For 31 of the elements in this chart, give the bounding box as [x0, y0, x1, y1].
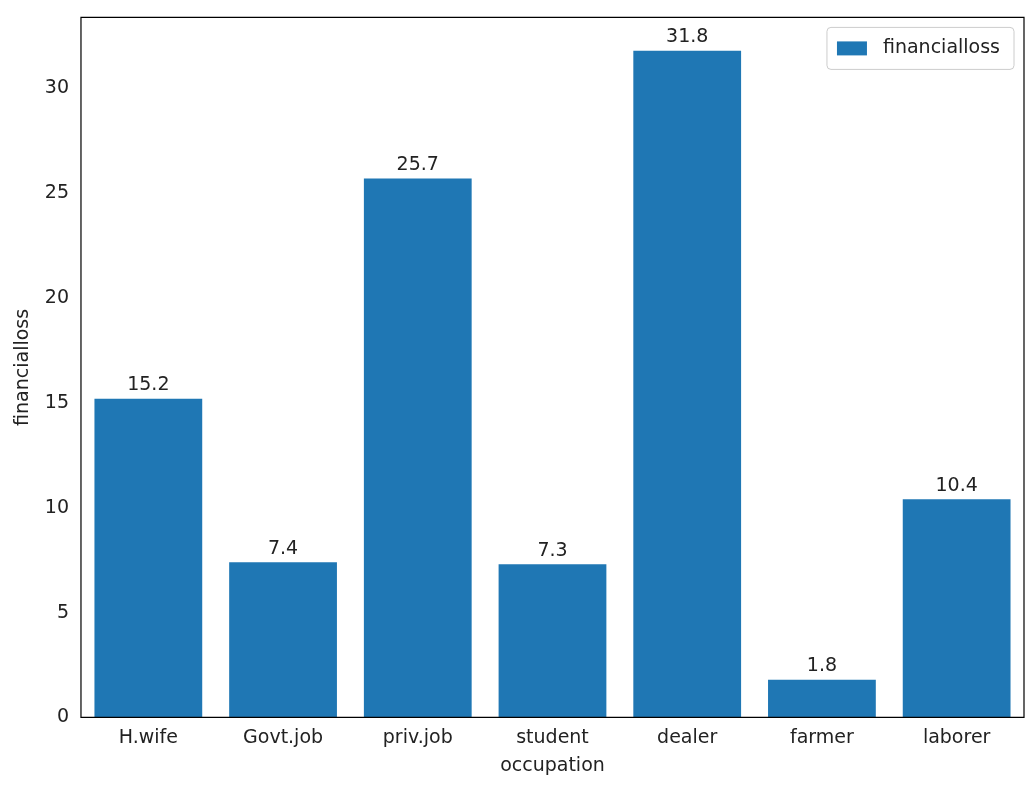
data-label: 1.8 — [806, 653, 838, 676]
y-tick-label: 0 — [56, 704, 69, 727]
x-tick-label: farmer — [790, 724, 855, 747]
bar — [94, 398, 203, 718]
data-label: 25.7 — [396, 152, 439, 175]
data-label: 15.2 — [127, 372, 170, 395]
y-tick-label: 5 — [56, 599, 69, 622]
bar — [363, 178, 472, 718]
x-tick-label: dealer — [657, 724, 718, 747]
x-tick-label: laborer — [922, 724, 991, 747]
bar — [633, 50, 742, 718]
bar — [229, 562, 337, 718]
data-label: 31.8 — [666, 24, 709, 47]
bar — [768, 679, 876, 718]
y-tick-label: 30 — [44, 75, 69, 98]
bar — [902, 499, 1011, 718]
y-tick-label: 15 — [44, 389, 69, 412]
y-tick-label: 20 — [44, 285, 69, 308]
x-tick-label: H.wife — [118, 724, 178, 747]
x-tick-label: Govt.job — [243, 724, 324, 747]
y-tick-label: 25 — [44, 180, 69, 203]
y-axis-title: financialloss — [10, 308, 33, 426]
legend-label: financialloss — [882, 35, 1000, 58]
bar — [498, 564, 607, 718]
y-tick-label: 10 — [44, 494, 69, 517]
data-label: 7.4 — [267, 535, 299, 558]
x-tick-label: student — [516, 724, 589, 747]
data-label: 7.3 — [537, 537, 568, 560]
x-tick-label: priv.job — [382, 724, 453, 747]
x-axis-title: occupation — [500, 752, 605, 775]
data-label: 10.4 — [935, 472, 978, 495]
